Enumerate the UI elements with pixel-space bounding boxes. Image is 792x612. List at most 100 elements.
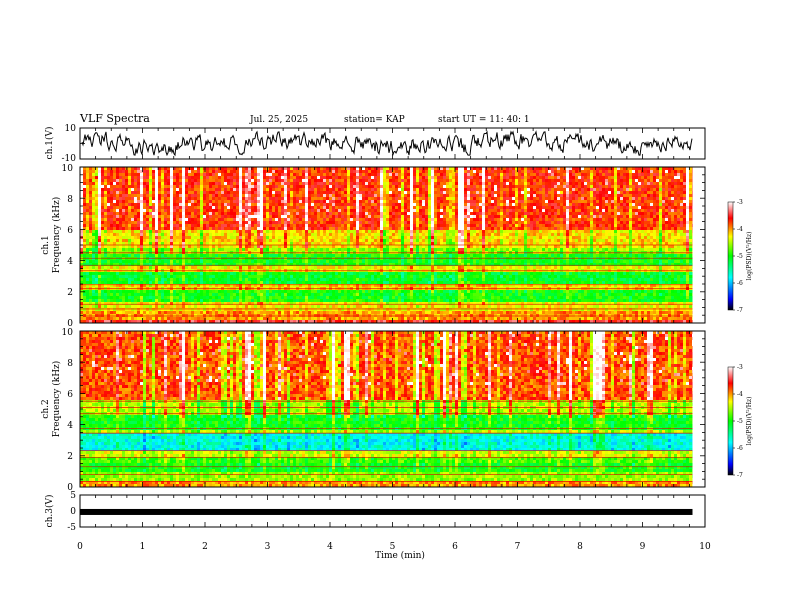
spectrogram-cell (83, 191, 86, 194)
spectrogram-cell (431, 227, 434, 230)
spectrogram-cell (551, 227, 554, 230)
spectrogram-cell (182, 218, 185, 221)
spectrogram-cell (464, 203, 467, 206)
spectrogram-cell (419, 170, 422, 173)
spectrogram-cell (191, 227, 194, 230)
spectrogram-cell (332, 218, 335, 221)
spectrogram-cell (209, 170, 212, 173)
spectrogram-cell (443, 236, 446, 239)
spectrogram-cell (575, 230, 578, 233)
spectrogram-cell (263, 176, 266, 179)
spectrogram-cell (251, 218, 254, 221)
spectrogram-cell (158, 206, 161, 209)
spectrogram-cell (356, 236, 359, 239)
spectrogram-cell (323, 182, 326, 185)
spectrogram-cell (644, 224, 647, 227)
spectrogram-cell (587, 236, 590, 239)
spectrogram-cell (452, 191, 455, 194)
spectrogram-cell (233, 203, 236, 206)
spectrogram-cell (80, 203, 83, 206)
spectrogram-cell (302, 227, 305, 230)
spectrogram-cell (488, 221, 491, 224)
spectrogram-cell (464, 215, 467, 218)
spectrogram-cell (434, 200, 437, 203)
spectrogram-cell (596, 227, 599, 230)
spectrogram-cell (314, 182, 317, 185)
spectrogram-cell (440, 206, 443, 209)
spectrogram-cell (440, 224, 443, 227)
spectrogram-cell (89, 227, 92, 230)
spectrogram-cell (335, 230, 338, 233)
spectrogram-cell (416, 236, 419, 239)
spectrogram-cell (443, 230, 446, 233)
spectrogram-cell (308, 230, 311, 233)
spectrogram-cell (515, 179, 518, 182)
spectrogram-cell (254, 227, 257, 230)
spectrogram-cell (686, 179, 689, 182)
spectrogram-cell (170, 194, 173, 197)
spectrogram-cell (494, 215, 497, 218)
spectrogram-cell (236, 179, 239, 182)
spectrogram-cell (251, 170, 254, 173)
spectrogram-cell (578, 218, 581, 221)
spectrogram-cell (212, 215, 215, 218)
spectrogram-cell (323, 167, 326, 170)
spectrogram-cell (467, 167, 470, 170)
spectrogram-cell (104, 218, 107, 221)
spectrogram-cell (545, 203, 548, 206)
spectrogram-cell (446, 221, 449, 224)
spectrogram-cell (602, 218, 605, 221)
spectrogram-cell (647, 188, 650, 191)
spectrogram-cell (293, 224, 296, 227)
spectrogram-cell (482, 167, 485, 170)
spectrogram-cell (257, 212, 260, 215)
spectrogram-cell (446, 182, 449, 185)
spectrogram-cell (344, 194, 347, 197)
spectrogram-cell (227, 200, 230, 203)
spectrogram-cell (218, 197, 221, 200)
spectrogram-cell (614, 206, 617, 209)
spectrogram-cell (143, 209, 146, 212)
spectrogram-cell (401, 233, 404, 236)
spectrogram-cell (692, 173, 693, 176)
spectrogram-cell (278, 167, 281, 170)
spectrogram-cell (269, 236, 272, 239)
spectrogram-cell (419, 173, 422, 176)
spectrogram-cell (248, 227, 251, 230)
spectrogram-cell (131, 200, 134, 203)
spectrogram-cell (464, 176, 467, 179)
spectrogram-cell (158, 233, 161, 236)
spectrogram-cell (155, 227, 158, 230)
spectrogram-cell (533, 173, 536, 176)
spectrogram-cell (128, 200, 131, 203)
spectrogram-cell (434, 221, 437, 224)
spectrogram-cell (296, 221, 299, 224)
spectrogram-cell (140, 203, 143, 206)
spectrogram-cell (104, 182, 107, 185)
spectrogram-cell (614, 218, 617, 221)
spectrogram-cell (464, 197, 467, 200)
spectrogram-cell (218, 176, 221, 179)
spectrogram-cell (317, 191, 320, 194)
spectrogram-cell (440, 221, 443, 224)
spectrogram-cell (392, 188, 395, 191)
spectrogram-cell (644, 218, 647, 221)
spectrogram-cell (590, 170, 593, 173)
spectrogram-cell (293, 227, 296, 230)
spectrogram-cell (257, 182, 260, 185)
spectrogram-cell (302, 182, 305, 185)
spectrogram-cell (239, 215, 242, 218)
spectrogram-cell (530, 179, 533, 182)
spectrogram-cell (212, 209, 215, 212)
spectrogram-cell (125, 221, 128, 224)
spectrogram-cell (254, 221, 257, 224)
spectrogram-cell (329, 185, 332, 188)
spectrogram-cell (683, 233, 686, 236)
spectrogram-cell (548, 230, 551, 233)
spectrogram-cell (317, 227, 320, 230)
spectrogram-cell (668, 191, 671, 194)
spectrogram-cell (569, 224, 572, 227)
spectrogram-cell (161, 170, 164, 173)
spectrogram-cell (353, 188, 356, 191)
spectrogram-cell (518, 224, 521, 227)
